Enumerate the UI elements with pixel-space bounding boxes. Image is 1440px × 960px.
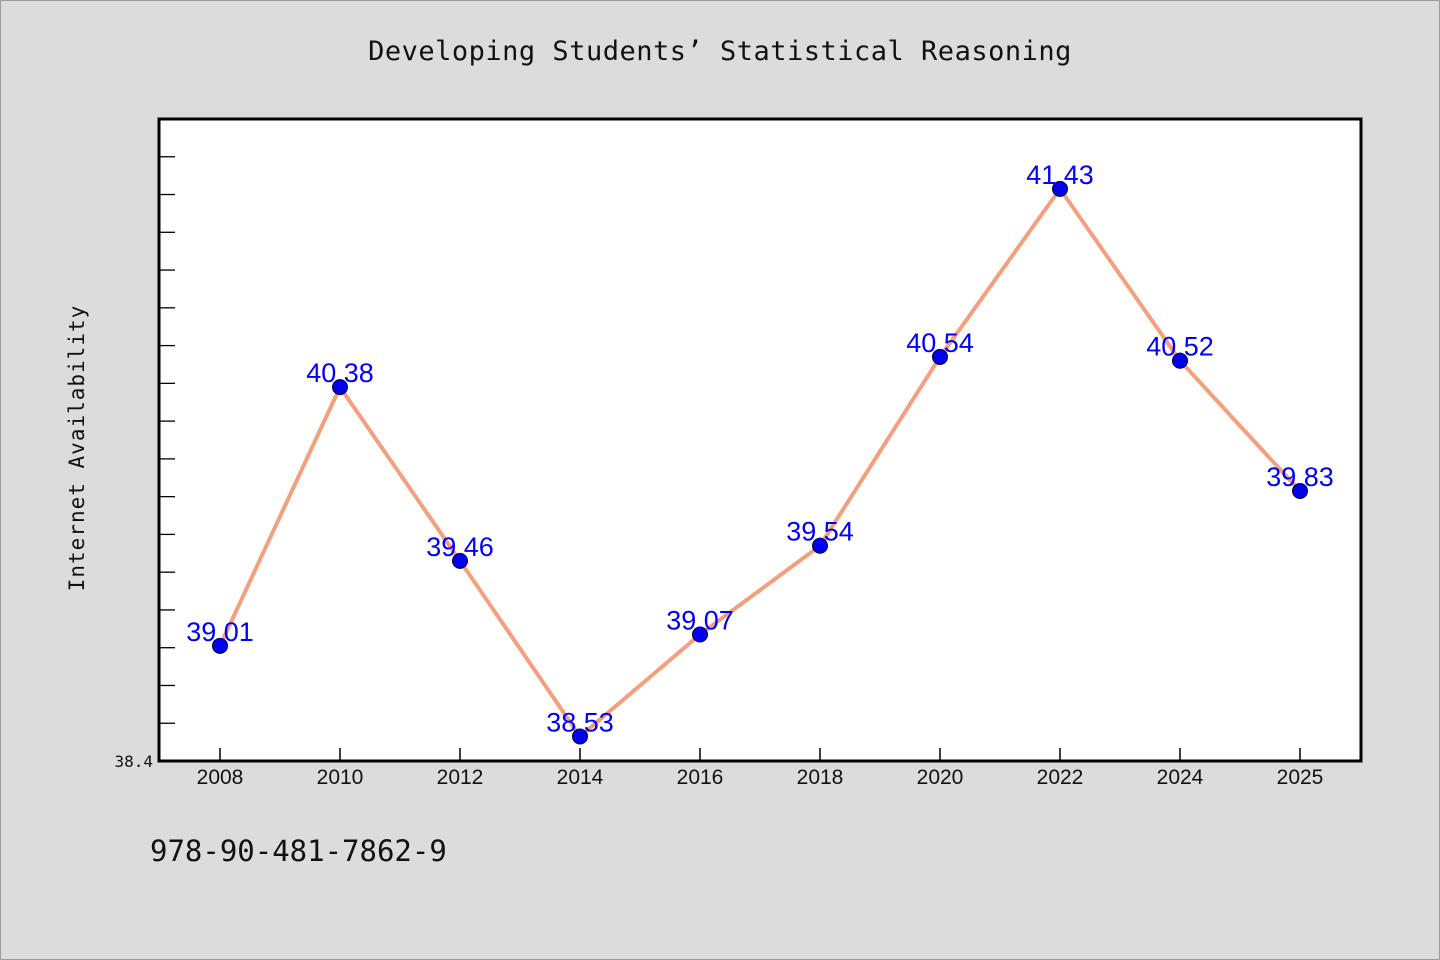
chart-title: Developing Students’ Statistical Reasoni… — [368, 36, 1072, 67]
data-point — [1052, 180, 1068, 197]
data-point — [812, 537, 828, 554]
x-tick-label: 2012 — [437, 766, 484, 789]
data-label: 39.46 — [426, 532, 494, 562]
x-tick-label: 2008 — [197, 766, 244, 789]
data-point — [932, 348, 948, 365]
data-label: 39.01 — [186, 617, 254, 647]
data-label: 41.43 — [1026, 160, 1094, 190]
x-tick-label: 2024 — [1157, 766, 1204, 789]
data-label: 40.54 — [906, 328, 974, 358]
series-line — [218, 186, 1302, 739]
series-markers — [212, 180, 1308, 745]
data-labels: 39.01 40.38 39.46 38.53 39.07 39.54 40.54 41.43… — [186, 160, 1334, 738]
y-axis-label: Internet Availability — [65, 304, 89, 592]
data-label: 39.54 — [786, 517, 854, 547]
x-tick-label: 2010 — [317, 766, 364, 789]
x-tick-label: 2020 — [917, 766, 964, 789]
x-tick-label: 2018 — [797, 766, 844, 789]
data-point — [1172, 352, 1188, 369]
data-label: 38.53 — [546, 707, 614, 737]
data-point — [572, 728, 588, 745]
y-axis-ticks: 38.4 — [114, 752, 153, 771]
x-tick-label: 2025 — [1277, 766, 1324, 789]
x-axis-ticks: 2008 2010 2012 2014 2016 2018 2020 2022 2024 2025 — [197, 748, 1324, 789]
data-label: 40.52 — [1146, 332, 1214, 362]
data-label: 39.83 — [1266, 462, 1334, 492]
data-point — [1292, 482, 1308, 499]
y-minor-ticks — [159, 156, 175, 724]
data-point — [212, 637, 228, 654]
data-point — [692, 626, 708, 643]
data-point — [332, 379, 348, 396]
data-point — [452, 552, 468, 569]
isbn-text: 978-90-481-7862-9 — [150, 834, 447, 868]
x-tick-label: 2016 — [677, 766, 724, 789]
x-tick-label: 2014 — [557, 766, 604, 789]
y-tick-label: 38.4 — [114, 752, 153, 771]
x-tick-label: 2022 — [1037, 766, 1084, 789]
plot-area — [157, 117, 1363, 763]
data-label: 39.07 — [666, 605, 734, 635]
data-label: 40.38 — [306, 358, 374, 388]
